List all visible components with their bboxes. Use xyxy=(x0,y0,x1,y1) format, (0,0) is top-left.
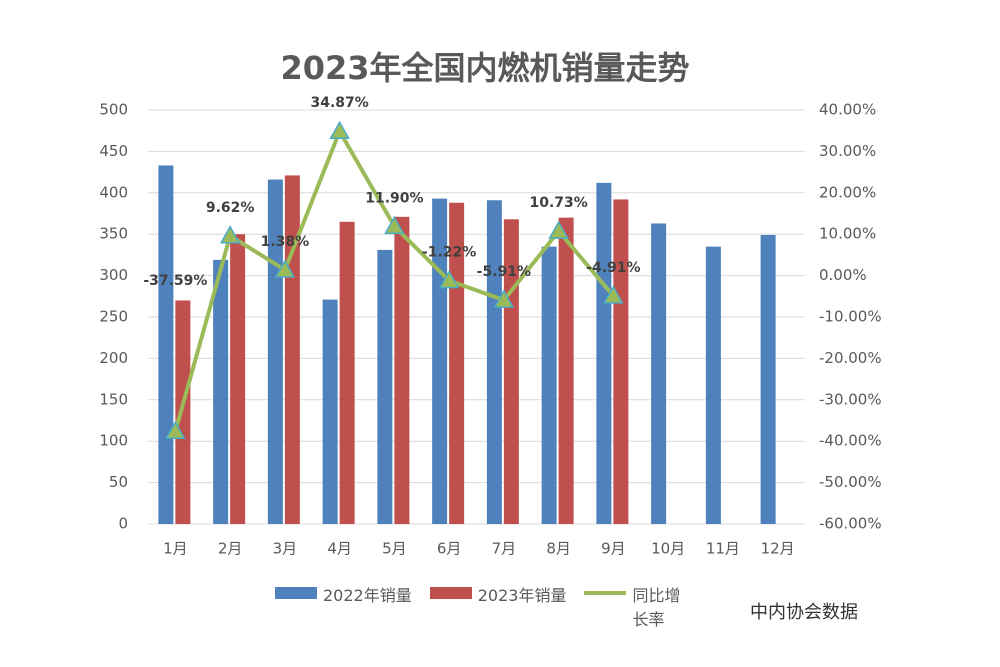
bar xyxy=(377,249,393,524)
y2-tick-label: 0.00% xyxy=(819,266,867,284)
y2-tick-label: -40.00% xyxy=(819,432,882,450)
bar xyxy=(394,216,410,524)
x-tick-label: 6月 xyxy=(437,540,462,558)
marker xyxy=(165,420,186,439)
legend-item: 同比增长率 xyxy=(584,582,682,630)
legend-label: 2023年销量 xyxy=(477,586,567,605)
y2-tick-label: -20.00% xyxy=(819,349,882,367)
bar xyxy=(175,300,191,524)
data-label: 11.90% xyxy=(365,190,423,206)
y-tick-label: 250 xyxy=(99,308,128,326)
y-tick-label: 100 xyxy=(99,432,128,450)
bar xyxy=(541,246,557,524)
marker xyxy=(329,120,350,139)
legend-label: 2022年销量 xyxy=(323,586,412,605)
data-label: -37.59% xyxy=(143,273,207,289)
y-tick-label: 450 xyxy=(99,142,128,160)
data-label: 1.38% xyxy=(261,234,310,250)
data-label: 34.87% xyxy=(310,95,368,111)
marker xyxy=(548,220,569,239)
bar xyxy=(760,235,776,524)
marker xyxy=(274,259,296,278)
marker xyxy=(219,225,241,244)
y2-tick-label: 10.00% xyxy=(819,225,876,243)
watermark: 中内协会数据 xyxy=(750,602,858,623)
bar xyxy=(486,200,502,524)
bar xyxy=(213,259,229,524)
marker xyxy=(493,289,515,308)
x-tick-label: 5月 xyxy=(382,540,407,558)
bar xyxy=(230,234,246,524)
y-tick-label: 0 xyxy=(118,515,128,533)
bar xyxy=(651,223,667,524)
legend-item: 2022年销量 xyxy=(275,582,412,606)
marker xyxy=(438,270,460,289)
marker xyxy=(603,285,624,304)
bar xyxy=(322,299,338,524)
x-tick-label: 4月 xyxy=(327,540,352,558)
y2-tick-label: 30.00% xyxy=(819,142,876,160)
y-tick-label: 300 xyxy=(99,266,128,284)
bar xyxy=(339,221,355,524)
x-tick-label: 11月 xyxy=(706,540,740,558)
data-label: 9.62% xyxy=(206,200,255,216)
legend-label: 同比增长率 xyxy=(632,586,681,629)
bar xyxy=(284,175,300,525)
y-tick-label: 200 xyxy=(99,349,128,367)
y2-tick-label: -50.00% xyxy=(819,473,882,491)
x-tick-label: 1月 xyxy=(163,540,188,558)
data-label: -4.91% xyxy=(586,260,640,276)
legend-swatch xyxy=(584,591,627,595)
legend-swatch xyxy=(275,587,317,599)
y2-tick-label: 20.00% xyxy=(819,183,876,201)
x-tick-label: 7月 xyxy=(492,540,517,558)
chart-title: 2023年全国内燃机销量走势 xyxy=(280,49,689,87)
data-label: -1.22% xyxy=(422,245,476,261)
y2-tick-label: -60.00% xyxy=(819,515,882,533)
data-label: -5.91% xyxy=(477,264,531,280)
y2-tick-label: 40.00% xyxy=(819,101,876,119)
x-tick-label: 8月 xyxy=(546,540,571,558)
x-tick-label: 2月 xyxy=(218,540,243,558)
y2-tick-label: -30.00% xyxy=(819,390,882,408)
bar xyxy=(613,199,629,524)
x-tick-label: 9月 xyxy=(601,540,626,558)
x-tick-label: 10月 xyxy=(651,540,685,558)
y2-tick-label: -10.00% xyxy=(819,308,882,326)
bar xyxy=(267,179,283,524)
bar xyxy=(158,165,174,524)
bar xyxy=(432,198,448,524)
bar xyxy=(705,246,721,524)
legend-swatch xyxy=(429,587,472,599)
y-tick-label: 150 xyxy=(99,390,128,408)
y-tick-label: 500 xyxy=(99,101,128,119)
y-tick-label: 400 xyxy=(99,183,128,201)
y-tick-label: 50 xyxy=(109,473,128,491)
y-tick-label: 350 xyxy=(99,225,128,243)
legend: 2022年销量 2023年销量 同比增长率 xyxy=(275,582,682,630)
data-label: 10.73% xyxy=(529,195,587,211)
marker xyxy=(384,215,405,235)
x-tick-label: 12月 xyxy=(761,540,795,558)
bar xyxy=(558,217,574,524)
bar xyxy=(596,182,612,524)
legend-item: 2023年销量 xyxy=(429,582,567,606)
x-tick-label: 3月 xyxy=(273,540,298,558)
